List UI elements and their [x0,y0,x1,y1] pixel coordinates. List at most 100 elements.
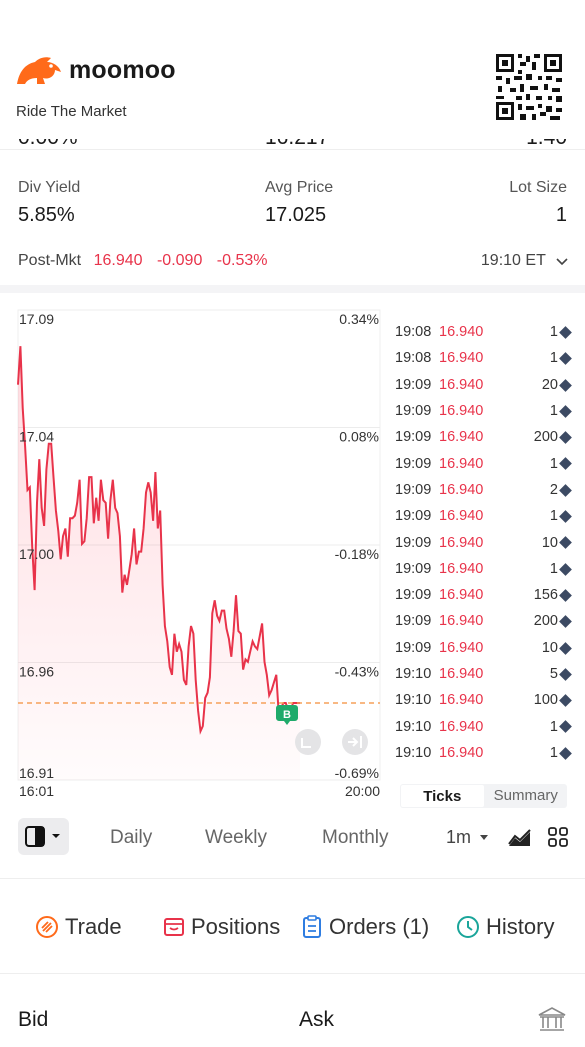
neutral-diamond-icon [559,483,572,497]
neutral-diamond-icon [559,667,572,681]
tick-volume: 200 [533,429,558,446]
tick-volume: 10 [541,534,558,551]
tick-time: 19:09 [395,376,432,393]
clipboard-icon [303,915,321,938]
period-monthly[interactable]: Monthly [322,827,389,848]
exit-fullscreen-button[interactable] [295,729,321,755]
tick-price: 16.940 [439,403,484,420]
lot-size-value: 1 [555,204,567,226]
period-weekly[interactable]: Weekly [205,827,267,848]
action-bar: Trade Positions Orders (1) History [0,900,585,956]
tick-price: 16.940 [439,639,484,656]
buy-marker[interactable]: B [276,705,298,725]
tick-volume: 100 [533,692,558,709]
buy-marker-badge [276,705,298,725]
tick-row: 19:10 16.940 5 [395,661,572,687]
post-market-time: 19:10 ET [480,252,546,269]
bank-icon[interactable] [537,1006,567,1034]
ticks-list: 19:08 16.940 1 19:08 16.940 1 19:09 16.940 20 19:… [395,319,572,766]
intraday-chart[interactable]: B 17.09 17.04 17.00 16.96 16.91 0.34% 0.08% -0… [0,300,390,810]
tick-volume: 1 [549,403,558,420]
tick-price: 16.940 [439,744,484,761]
tick-volume: 1 [549,508,558,525]
tick-price: 16.940 [439,692,484,709]
neutral-diamond-icon [559,326,572,339]
tick-time: 19:09 [395,560,432,577]
section-divider [0,285,585,293]
tick-volume: 156 [533,587,558,604]
ask-label: Ask [299,1008,335,1031]
tick-time: 19:10 [395,692,432,709]
tick-time: 19:09 [395,587,432,604]
y-tick-label: 17.00 [19,546,54,562]
trade-label: Trade [65,914,122,939]
neutral-diamond-icon [559,431,572,445]
x-axis: 16:01 20:00 [19,783,380,799]
neutral-diamond-icon [559,536,572,550]
neutral-diamond-icon [559,746,572,760]
trade-button[interactable]: Trade [35,914,122,940]
neutral-diamond-icon [559,641,572,655]
tick-price: 16.940 [439,481,484,498]
neutral-diamond-icon [559,720,572,734]
tick-row: 19:10 16.940 100 [395,687,572,713]
moomoo-logo: moomoo [15,54,176,86]
price-area [18,346,300,780]
chart-layout-button[interactable] [18,818,69,855]
orders-label: Orders (1) [329,914,430,939]
tick-time: 19:09 [395,613,432,630]
post-market-row: Post-Mkt 16.940 -0.090 -0.53% 19:10 ET [18,252,568,276]
y-tick-pct-label: -0.43% [335,664,379,680]
tab-ticks[interactable]: Ticks [401,785,484,807]
tick-row: 19:09 16.940 200 [395,424,572,450]
period-daily[interactable]: Daily [110,827,153,848]
post-market-change: -0.090 [156,252,203,269]
tick-time: 19:09 [395,403,432,420]
post-market-time-select[interactable]: 19:10 ET [481,252,568,270]
tick-row: 19:09 16.940 10 [395,529,572,555]
caret-down-icon [480,835,489,841]
tick-volume: 20 [541,376,558,393]
tick-volume: 5 [549,666,558,682]
tick-price: 16.940 [439,718,484,735]
tick-price: 16.940 [439,429,484,446]
bid-label: Bid [18,1008,49,1031]
tick-volume: 1 [549,718,558,735]
tick-time: 19:09 [395,508,432,525]
interval-select[interactable]: 1m [446,827,489,848]
split-layout-icon [25,826,60,847]
avg-price-label: Avg Price [265,179,334,196]
positions-button[interactable]: Positions [163,914,280,940]
positions-label: Positions [191,914,281,939]
tick-volume: 1 [549,560,558,577]
neutral-diamond-icon [559,694,572,708]
y-tick-label: 17.04 [19,429,54,445]
tick-price: 16.940 [439,560,484,577]
grid-menu-icon[interactable] [547,826,569,848]
chart-type-icon[interactable] [508,827,532,847]
y-tick-pct-label: 0.34% [339,311,379,327]
history-button[interactable]: History [456,914,554,940]
x-tick-label: 20:00 [345,783,380,799]
tick-time: 19:09 [395,455,432,472]
tick-row: 19:09 16.940 1 [395,398,572,424]
tick-time: 19:08 [395,324,432,341]
lot-size-label: Lot Size [509,179,567,196]
tick-time: 19:09 [395,481,432,498]
tick-time: 19:08 [395,350,432,367]
tick-price: 16.940 [439,455,484,472]
orders-button[interactable]: Orders (1) [301,914,429,940]
y-tick-pct-label: 0.08% [339,429,379,445]
buy-marker-label: B [283,709,291,721]
brand-name: moomoo [69,55,176,84]
tab-summary[interactable]: Summary [493,787,558,804]
tick-row: 19:09 16.940 1 [395,450,572,476]
post-market-change-pct: -0.53% [216,252,268,269]
jump-to-latest-button[interactable] [342,729,368,755]
arrow-right-bar-icon [348,736,362,748]
post-market-price: 16.940 [93,252,143,269]
div-yield-value: 5.85% [18,204,75,226]
tick-price: 16.940 [439,324,484,341]
tick-row: 19:09 16.940 1 [395,503,572,529]
tick-price: 16.940 [439,587,484,604]
